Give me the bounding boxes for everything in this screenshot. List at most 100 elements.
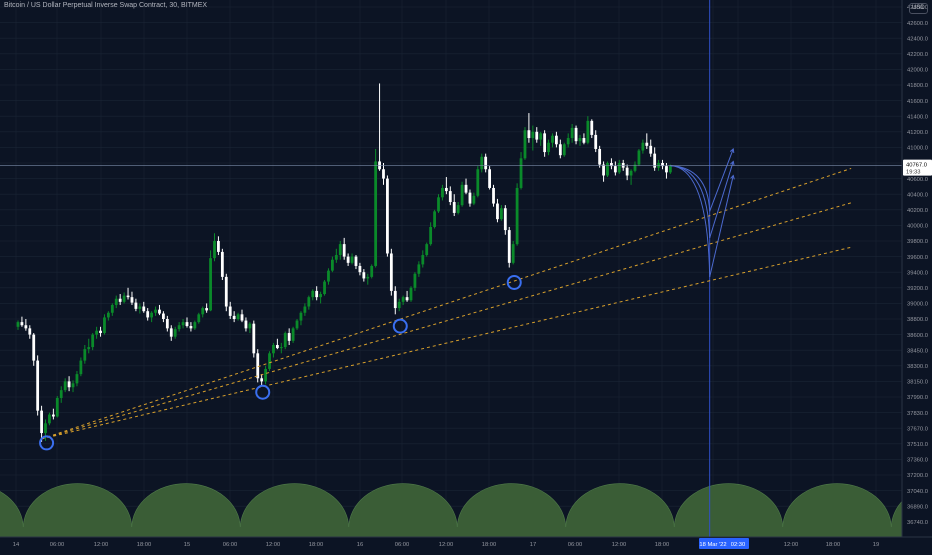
candle	[617, 159, 621, 174]
price-tick-label: 40200.0	[907, 208, 928, 214]
candle-body	[16, 322, 20, 327]
candle	[405, 290, 409, 302]
candle	[668, 164, 672, 174]
candle-body	[122, 295, 126, 302]
time-cursor-badge	[699, 538, 749, 549]
currency-badge[interactable]: USD	[909, 3, 928, 14]
candle	[555, 131, 558, 148]
candle	[606, 161, 609, 178]
candle-body	[460, 184, 464, 206]
candle	[169, 325, 173, 341]
price-tick-label: 37360.0	[907, 458, 928, 464]
candle	[645, 133, 649, 149]
candle-body	[228, 306, 232, 316]
candle-body	[91, 334, 95, 348]
candle-body	[464, 184, 468, 193]
time-tick-label: 18:00	[137, 542, 152, 548]
price-tick-label: 37200.0	[907, 473, 928, 479]
candle-body	[602, 164, 605, 176]
candle	[574, 125, 578, 145]
candle-body	[126, 295, 130, 298]
price-tick-label: 42600.0	[907, 21, 928, 27]
price-tick-label: 39400.0	[907, 270, 928, 276]
candle	[547, 139, 550, 156]
candle	[252, 320, 256, 358]
time-tick-label: 12:00	[94, 542, 109, 548]
time-axis[interactable]: 14 06:00 12:00 18:00 15 06:00 12:00 18:00 16 06:0…	[0, 536, 932, 550]
candle	[59, 386, 63, 403]
candle	[413, 272, 417, 291]
candle	[272, 342, 275, 358]
candle	[358, 262, 362, 276]
candle	[177, 322, 181, 332]
candle-body	[142, 306, 146, 312]
candle-body	[268, 353, 271, 369]
candle	[519, 152, 523, 190]
candle-body	[366, 276, 370, 279]
candle-body	[358, 265, 362, 273]
projection-arrowhead	[730, 174, 735, 180]
candle	[539, 131, 543, 146]
price-tick-label: 38600.0	[907, 333, 928, 339]
candle	[602, 161, 605, 182]
candle-body	[201, 308, 205, 315]
candle	[291, 326, 295, 343]
candle	[150, 311, 154, 323]
projection-arrowhead	[730, 160, 735, 166]
candle	[118, 294, 122, 305]
candle-body	[374, 161, 378, 266]
candle-body	[409, 287, 413, 301]
candles	[16, 83, 672, 442]
candle	[197, 312, 201, 324]
candle	[165, 315, 169, 332]
price-tick-label: 41800.0	[907, 83, 928, 89]
candle-body	[547, 142, 550, 153]
candle-body	[499, 208, 503, 220]
candle-body	[637, 150, 641, 165]
candle-body	[480, 156, 484, 170]
candle-body	[118, 298, 122, 302]
candle	[87, 338, 91, 354]
candle	[315, 286, 319, 301]
projection-arrow	[709, 175, 734, 277]
candle-body	[484, 156, 488, 170]
candle-body	[307, 297, 311, 307]
candle	[350, 253, 354, 265]
price-axis[interactable]: 42800.0 42600.0 42400.0 42200.0 42000.0 41800…	[901, 0, 932, 550]
candle-body	[421, 255, 425, 265]
candle-body	[578, 138, 582, 142]
candle	[401, 295, 405, 305]
trend-line	[41, 246, 852, 440]
candle	[36, 355, 40, 416]
price-tick-label: 38800.0	[907, 317, 928, 323]
candle-body	[103, 317, 106, 334]
candle-body	[496, 203, 499, 220]
candle-body	[488, 169, 491, 188]
candle-body	[165, 319, 169, 329]
price-tick-label: 40000.0	[907, 224, 928, 230]
time-tick-label: 18:00	[309, 542, 324, 548]
candle	[71, 380, 75, 393]
candle	[417, 261, 421, 277]
candle	[338, 241, 342, 260]
price-tick-label: 39800.0	[907, 239, 928, 245]
candle	[40, 405, 43, 442]
candle-body	[252, 323, 256, 354]
cycle-arc	[565, 483, 675, 529]
candle-body	[531, 131, 535, 139]
candle	[551, 133, 554, 148]
chart-title: Bitcoin / US Dollar Perpetual Inverse Sw…	[4, 2, 208, 9]
candle-body	[511, 244, 515, 263]
candle	[189, 322, 193, 332]
price-tick-label: 39200.0	[907, 286, 928, 292]
candle-body	[429, 226, 433, 245]
candle	[311, 289, 315, 301]
candle-body	[79, 360, 83, 375]
candle-body	[185, 322, 189, 327]
candle	[275, 338, 279, 350]
candle-body	[338, 244, 342, 256]
candle	[578, 134, 582, 146]
